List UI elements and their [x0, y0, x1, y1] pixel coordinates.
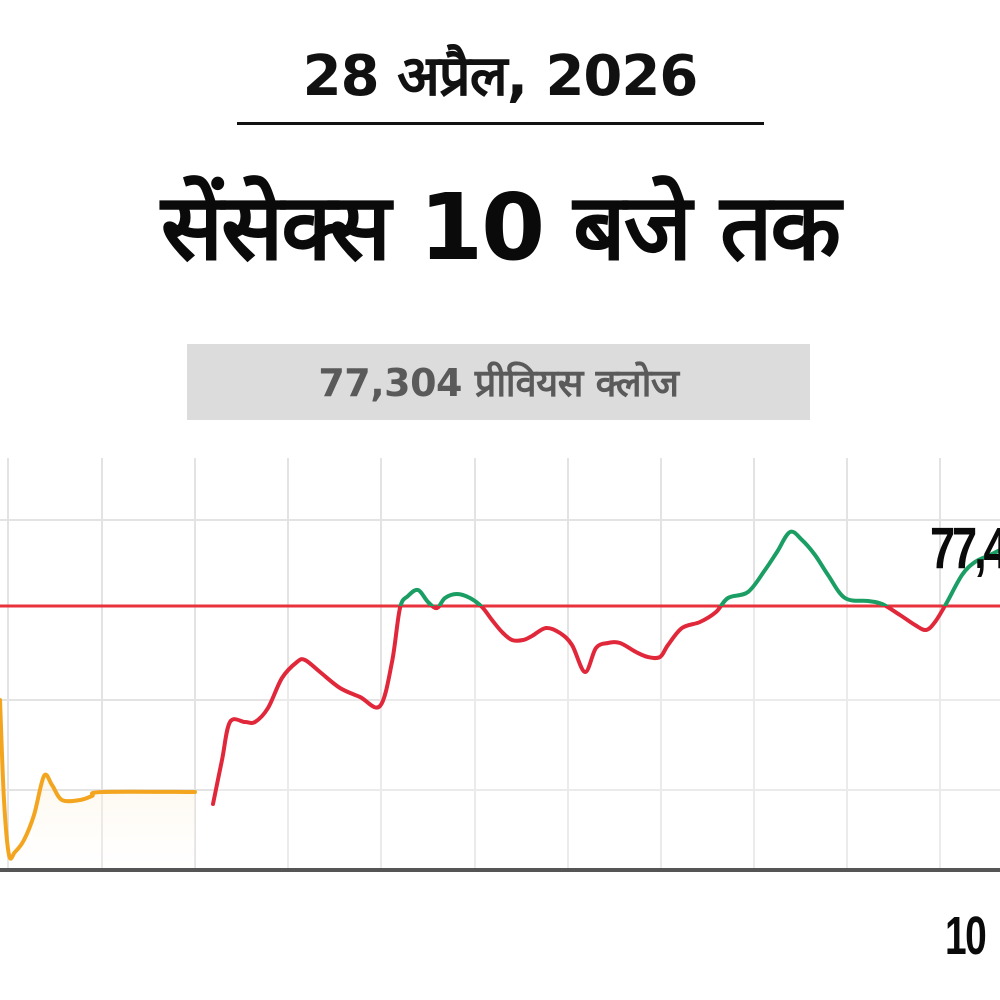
sensex-line-chart [0, 458, 1000, 872]
sensex-area [213, 531, 1000, 870]
sensex-line-above-close [398, 529, 1000, 606]
last-value-label: 77,4 [930, 516, 1000, 581]
sensex-line-below-close [211, 606, 948, 806]
previous-close-badge: 77,304 प्रीवियस क्लोज [187, 344, 810, 420]
pre-open-area [0, 700, 195, 870]
pre-open-line [0, 698, 197, 861]
page-title: सेंसेक्स 10 बजे तक [160, 174, 841, 281]
date-underline [237, 122, 764, 125]
date-heading: 28 अप्रैल, 2026 [302, 44, 699, 109]
x-axis-tick-10: 10 [945, 906, 987, 966]
